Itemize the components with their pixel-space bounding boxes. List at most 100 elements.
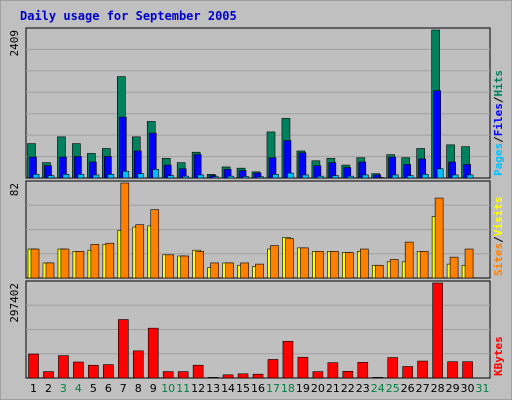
bar-files [283,140,292,179]
bar-kbytes [132,350,144,379]
bar-sites [374,264,384,279]
bar-kbytes [297,356,309,379]
bar-pages [451,174,459,179]
bar-pages [197,174,204,179]
bar-kbytes [147,327,159,379]
bar-pages [391,174,399,179]
bar-pages [137,173,145,179]
bar-pages [347,175,354,179]
bar-files [119,116,127,179]
bar-sites [389,259,399,279]
bar-pages [361,174,369,179]
legend-entry: / [492,236,505,243]
bar-sites [330,251,339,279]
x-tick-label: 20 [311,382,325,395]
x-tick-label: 5 [90,382,97,395]
bar-pages [272,174,279,179]
bar-kbytes [237,373,249,379]
legend-entry: Sites [492,243,505,276]
bar-sites [315,251,324,279]
x-tick-label: 4 [75,382,82,395]
panel-visits-sites: 82 Sites/Visits [8,180,505,279]
x-tick-label: 11 [176,382,190,395]
legend-entry: KBytes [492,336,505,376]
bar-pages [302,174,309,179]
x-tick-label: 10 [161,382,175,395]
legend: Sites/Visits [492,197,505,277]
legend: Pages/Files/Hits [492,70,505,176]
bar-sites [359,248,369,279]
x-tick-label: 25 [386,382,400,395]
x-tick-label: 18 [281,382,295,395]
x-tick-label: 19 [296,382,310,395]
x-tick-label: 3 [60,382,67,395]
x-tick-label: 14 [221,382,235,395]
x-tick-label: 1 [30,382,37,395]
bar-pages [421,174,429,179]
x-tick-label: 15 [236,382,250,395]
bar-pages [212,176,219,179]
bar-sites [255,263,264,279]
bar-pages [436,168,444,179]
y-axis-max-label: 297402 [8,283,21,323]
bar-sites [195,251,204,279]
bar-pages [92,174,100,179]
bar-pages [32,174,40,179]
bar-sites [210,262,219,279]
legend-entry: / [492,136,505,143]
bar-pages [107,174,115,179]
bar-sites [285,238,294,279]
bar-files [433,90,441,179]
x-tick-label: 21 [326,382,340,395]
x-tick-label: 23 [356,382,370,395]
bar-kbytes [447,361,458,379]
bar-kbytes [43,371,54,379]
bar-sites [135,224,145,279]
bar-pages [62,174,70,179]
bar-sites [105,242,115,279]
bar-sites [150,209,160,279]
bar-kbytes [342,370,354,379]
bar-pages [287,172,294,179]
legend: KBytes [492,336,505,376]
bar-sites [45,262,55,279]
x-tick-label: 30 [461,382,475,395]
bar-kbytes [432,282,443,379]
y-axis-max-label: 2409 [8,30,21,57]
bar-sites [300,247,309,279]
bar-kbytes [282,340,294,379]
x-tick-label: 22 [341,382,355,395]
bar-kbytes [417,360,428,379]
bar-sites [270,245,279,279]
bar-sites [30,248,40,279]
bar-kbytes [372,377,384,379]
bar-pages [406,175,414,179]
legend-entry: / [492,96,505,103]
x-tick-label: 28 [431,382,445,395]
bar-sites [345,252,354,279]
bar-sites [60,248,70,279]
x-tick-label: 24 [371,382,385,395]
bar-kbytes [28,353,39,379]
legend-entry: Pages [492,143,505,176]
bar-kbytes [207,377,219,379]
x-tick-label: 9 [150,382,157,395]
bar-sites [165,254,175,279]
bar-kbytes [252,373,264,379]
x-tick-label: 7 [120,382,127,395]
bar-sites [120,182,130,279]
bar-sites [464,248,474,279]
x-tick-label: 31 [476,382,490,395]
bar-pages [122,170,130,179]
bar-sites [434,197,444,279]
x-tick-label: 29 [446,382,460,395]
bar-files [193,154,202,179]
bar-pages [242,176,249,179]
panel-hits-files-pages: 2409 Pages/Files/Hits [8,27,505,179]
x-tick-label: 12 [191,382,205,395]
bar-sites [419,251,429,279]
y-axis-max-label: 82 [8,183,21,196]
bar-kbytes [387,357,399,379]
bar-kbytes [177,371,189,379]
